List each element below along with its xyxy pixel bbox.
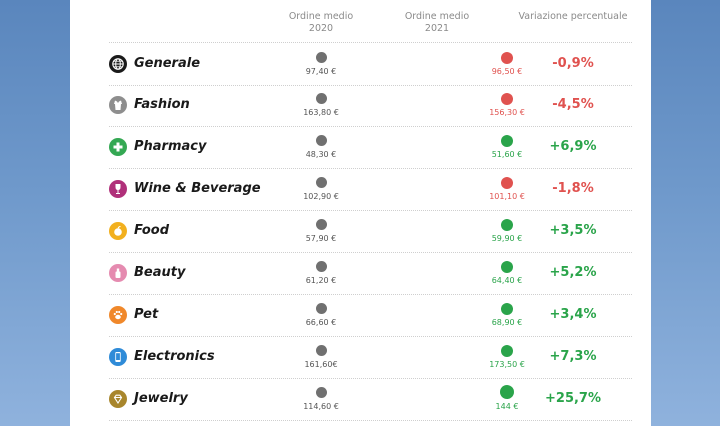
value-2020: 57,90 € [305, 234, 337, 243]
percent-change: +6,9% [549, 139, 597, 154]
table-row: Food 57,90 € 59,90 € +3,5% [109, 210, 632, 253]
value-2021: 156,30 € [489, 108, 525, 117]
globe-icon [109, 55, 127, 73]
value-2021: 96,50 € [491, 67, 523, 76]
header-percent-change: Variazione percentuale [518, 11, 628, 22]
dot-2021 [501, 345, 513, 357]
table-row: Fashion 163,80 € 156,30 € -4,5% [109, 84, 632, 127]
table-row: Jewelry 114,60 € 144 € +25,7% [109, 378, 632, 421]
category-label: Beauty [134, 265, 186, 280]
dot-2020 [315, 52, 327, 63]
dot-2021 [501, 219, 513, 231]
table-row: Wine & Beverage 102,90 € 101,10 € -1,8% [109, 168, 632, 211]
category-label: Food [134, 223, 170, 238]
value-2020: 161,60€ [304, 360, 338, 369]
dot-2020 [315, 261, 327, 272]
value-2021: 68,90 € [491, 318, 523, 327]
table-row: Beauty 61,20 € 64,40 € +5,2% [109, 252, 632, 295]
header-2021-line1: Ordine medio [404, 11, 470, 22]
percent-change: -4,5% [552, 97, 594, 112]
value-2021: 101,10 € [489, 192, 525, 201]
table-row: Electronics 161,60€ 173,50 € +7,3% [109, 336, 632, 379]
dot-2020 [315, 135, 327, 146]
dot-2021 [500, 385, 514, 399]
cross-icon [109, 138, 127, 156]
dot-2020 [315, 303, 327, 314]
diamond-icon [109, 390, 127, 408]
category-label: Pharmacy [134, 139, 207, 154]
category-label: Wine & Beverage [134, 181, 261, 196]
header-2021: Ordine medio 2021 [377, 11, 497, 35]
dot-2020 [315, 345, 327, 356]
percent-change: +3,4% [549, 307, 597, 322]
category-label: Jewelry [134, 391, 188, 406]
bottle-icon [109, 264, 127, 282]
dot-2021 [501, 303, 513, 315]
percent-change: +25,7% [545, 391, 601, 406]
category-label: Generale [134, 56, 201, 71]
percent-change: -0,9% [552, 56, 594, 71]
table-row: Pet 66,60 € 68,90 € +3,4% [109, 294, 632, 337]
header-2020: Ordine medio 2020 [261, 11, 381, 35]
dot-2020 [315, 387, 327, 398]
value-2020: 61,20 € [305, 276, 337, 285]
shirt-icon [109, 96, 127, 114]
dot-2020 [315, 93, 327, 104]
dot-2020 [315, 219, 327, 230]
value-2020: 102,90 € [303, 192, 339, 201]
value-2021: 51,60 € [491, 150, 523, 159]
value-2021: 173,50 € [489, 360, 525, 369]
percent-change: +7,3% [549, 349, 597, 364]
value-2020: 163,80 € [303, 108, 339, 117]
dot-2021 [501, 261, 513, 273]
value-2021: 59,90 € [491, 234, 523, 243]
dot-2021 [501, 177, 513, 189]
header-2021-line2: 2021 [424, 23, 450, 34]
percent-change: +3,5% [549, 223, 597, 238]
value-2020: 114,60 € [303, 402, 339, 411]
header-2020-line2: 2020 [308, 23, 334, 34]
percent-change: +5,2% [549, 265, 597, 280]
dot-2020 [315, 177, 327, 188]
category-label: Electronics [134, 349, 215, 364]
value-2020: 97,40 € [305, 67, 337, 76]
value-2021: 64,40 € [491, 276, 523, 285]
value-2020: 48,30 € [305, 150, 337, 159]
dot-2021 [501, 135, 513, 147]
value-2020: 66,60 € [305, 318, 337, 327]
header-2020-line1: Ordine medio [288, 11, 354, 22]
table-row: Pharmacy 48,30 € 51,60 € +6,9% [109, 126, 632, 169]
category-label: Fashion [134, 97, 190, 112]
dot-2021 [501, 93, 513, 105]
apple-icon [109, 222, 127, 240]
table-row: Generale 97,40 € 96,50 € -0,9% [109, 42, 632, 86]
smartphone-icon [109, 348, 127, 366]
dot-2021 [501, 52, 513, 64]
comparison-table-panel: Ordine medio 2020 Ordine medio 2021 Vari… [70, 0, 651, 426]
wine-glass-icon [109, 180, 127, 198]
paw-icon [109, 306, 127, 324]
percent-change: -1,8% [552, 181, 594, 196]
category-label: Pet [134, 307, 159, 322]
value-2021: 144 € [495, 402, 519, 411]
